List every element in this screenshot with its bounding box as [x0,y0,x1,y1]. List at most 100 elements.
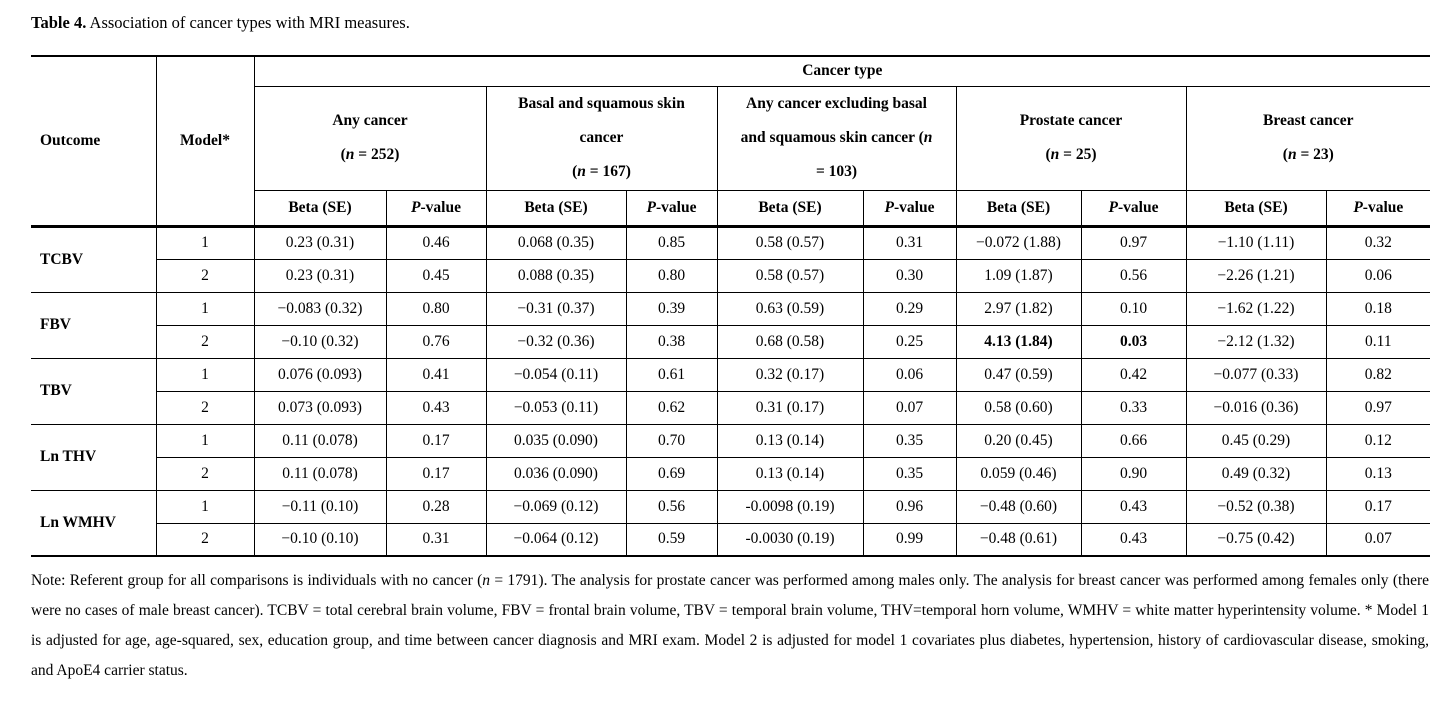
model-number: 2 [155,259,254,293]
p-value: 0.42 [1080,358,1186,392]
beta-se-value: 0.31 (0.17) [716,391,863,425]
p-value: 0.43 [1080,523,1186,557]
p-value: 0.99 [862,523,956,557]
p-value: 0.90 [1080,457,1186,491]
beta-se-value: −0.054 (0.11) [485,358,626,392]
outcome-label: TCBV [31,226,156,293]
beta-se-header: Beta (SE) [253,190,386,228]
group-header-line: and squamous skin cancer (n [740,129,933,146]
p-value-header: P-value [625,190,717,228]
p-value: 0.80 [385,292,486,326]
group-header-line: Breast cancer [1263,112,1354,129]
p-value: 0.13 [1325,457,1431,491]
p-value-header: P-value [862,190,956,228]
model-number: 2 [155,325,254,359]
beta-se-value: 0.45 (0.29) [1185,424,1326,458]
column-header-model: Model* [155,56,254,228]
beta-se-value: 2.97 (1.82) [955,292,1081,326]
beta-se-value: −0.069 (0.12) [485,490,626,524]
p-value: 0.38 [625,325,717,359]
p-value: 0.41 [385,358,486,392]
table-number-label: Table 4. [31,13,87,32]
p-value: 0.35 [862,457,956,491]
group-header-line: (n = 23) [1282,146,1334,163]
p-value: 0.17 [1325,490,1431,524]
beta-se-value: -0.0098 (0.19) [716,490,863,524]
p-value: 0.28 [385,490,486,524]
p-value-header: P-value [1080,190,1186,228]
beta-se-value: −0.10 (0.10) [253,523,386,557]
group-header-breast: Breast cancer (n = 23) [1185,86,1431,191]
p-value: 0.25 [862,325,956,359]
beta-se-value: 0.11 (0.078) [253,457,386,491]
p-value-header: P-value [385,190,486,228]
beta-se-value: 0.63 (0.59) [716,292,863,326]
beta-se-value: 0.23 (0.31) [253,226,386,260]
beta-se-value: 0.036 (0.090) [485,457,626,491]
beta-se-value: −2.12 (1.32) [1185,325,1326,359]
table-row: Ln WMHV 1 −0.11 (0.10) 0.28 −0.069 (0.12) 0.5… [31,490,1431,557]
p-value: 0.97 [1080,226,1186,260]
table-header: Outcome Model* Cancer type Any cancer (n… [31,56,1431,228]
beta-se-value: −1.10 (1.11) [1185,226,1326,260]
results-table: Outcome Model* Cancer type Any cancer (n… [31,55,1431,557]
p-value: 0.39 [625,292,717,326]
p-value: 0.35 [862,424,956,458]
outcome-label: TBV [31,358,156,425]
page: { "page": {"background": "#ffffff", "tex… [0,13,1456,714]
model-number: 2 [155,457,254,491]
table-row: TCBV 1 0.23 (0.31) 0.46 0.068 (0.35) 0.85 0.58… [31,226,1431,293]
p-value: 0.66 [1080,424,1186,458]
group-header-line: (n = 25) [1045,146,1097,163]
group-header-line: Prostate cancer [1019,112,1123,129]
beta-se-value: 0.47 (0.59) [955,358,1081,392]
outcome-label: Ln THV [31,424,156,491]
group-header-prostate: Prostate cancer (n = 25) [955,86,1186,191]
beta-se-value: 0.58 (0.57) [716,259,863,293]
p-value: 0.59 [625,523,717,557]
group-header-line: cancer [579,129,624,146]
p-value: 0.31 [385,523,486,557]
p-value: 0.32 [1325,226,1431,260]
beta-se-value: 0.059 (0.46) [955,457,1081,491]
beta-se-value: 0.068 (0.35) [485,226,626,260]
table-body: TCBV 1 0.23 (0.31) 0.46 0.068 (0.35) 0.85 0.58… [31,226,1431,557]
beta-se-value: 1.09 (1.87) [955,259,1081,293]
model-number: 1 [155,226,254,260]
group-header-line: Any cancer excluding basal [746,95,927,112]
p-value: 0.96 [862,490,956,524]
p-value: 0.11 [1325,325,1431,359]
group-header-any-cancer: Any cancer (n = 252) [253,86,486,191]
model-number: 1 [155,292,254,326]
table-row: TBV 1 0.076 (0.093) 0.41 −0.054 (0.11) 0.61 0.… [31,358,1431,425]
p-value: 0.29 [862,292,956,326]
model-number: 1 [155,358,254,392]
p-value: 0.33 [1080,391,1186,425]
p-value-header: P-value [1325,190,1431,228]
group-header-line: Basal and squamous skin [518,95,685,112]
header-row-groups: Any cancer (n = 252) Basal and squamous … [31,86,1431,191]
beta-se-value: −0.10 (0.32) [253,325,386,359]
p-value: 0.43 [1080,490,1186,524]
p-value: 0.43 [385,391,486,425]
beta-se-value: −0.31 (0.37) [485,292,626,326]
beta-se-value: −0.083 (0.32) [253,292,386,326]
p-value: 0.62 [625,391,717,425]
beta-se-header: Beta (SE) [485,190,626,228]
beta-se-value: −0.064 (0.12) [485,523,626,557]
group-header-line: (n = 167) [572,163,631,180]
beta-se-value: −0.48 (0.61) [955,523,1081,557]
p-value: 0.17 [385,457,486,491]
table-row: 2 −0.10 (0.10) 0.31 −0.064 (0.12) 0.59 -0.003… [31,523,1431,557]
beta-se-value: −0.32 (0.36) [485,325,626,359]
beta-se-header: Beta (SE) [1185,190,1326,228]
header-row-cancer-type: Outcome Model* Cancer type [31,56,1431,228]
p-value: 0.82 [1325,358,1431,392]
outcome-label: FBV [31,292,156,359]
p-value: 0.18 [1325,292,1431,326]
group-header-line: = 103) [815,163,858,180]
p-value: 0.46 [385,226,486,260]
p-value: 0.10 [1080,292,1186,326]
beta-se-value: 0.20 (0.45) [955,424,1081,458]
p-value: 0.06 [862,358,956,392]
